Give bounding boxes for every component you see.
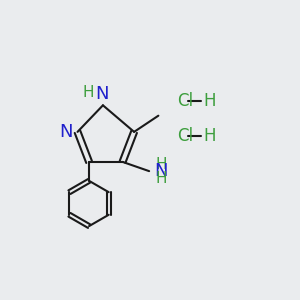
Text: H: H (155, 171, 167, 186)
Text: H: H (203, 128, 216, 146)
Text: H: H (83, 85, 94, 100)
Text: N: N (154, 162, 168, 180)
Text: H: H (155, 157, 167, 172)
Text: Cl: Cl (177, 92, 193, 110)
Text: Cl: Cl (177, 128, 193, 146)
Text: H: H (203, 92, 216, 110)
Text: N: N (59, 123, 72, 141)
Text: N: N (95, 85, 109, 103)
